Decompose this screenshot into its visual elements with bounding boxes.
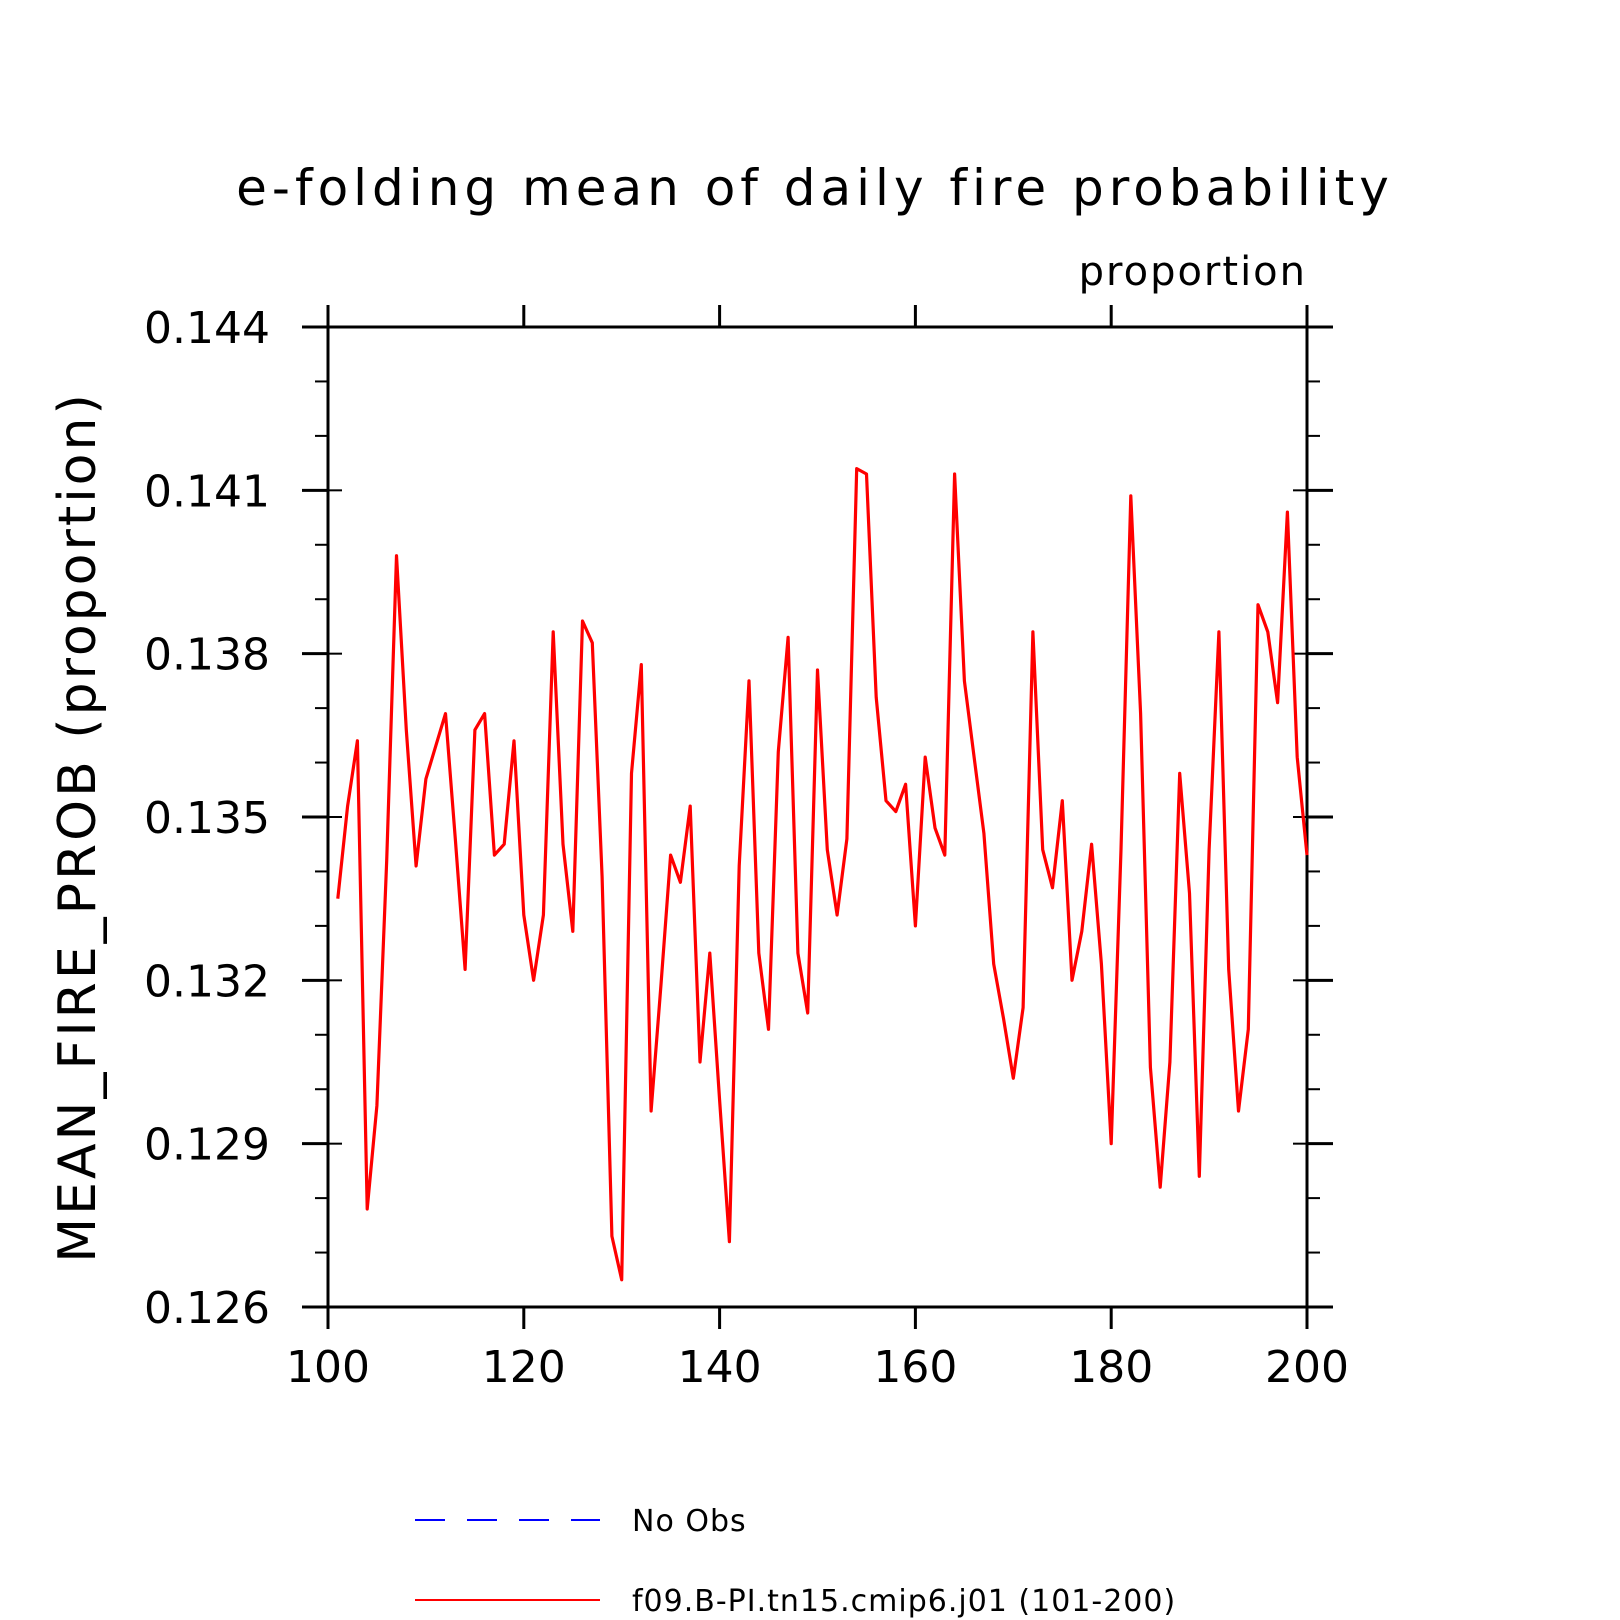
chart-title: e-folding mean of daily fire probability	[236, 159, 1394, 217]
legend-label-1: f09.B-PI.tn15.cmip6.j01 (101-200)	[632, 1584, 1176, 1619]
plot-area: 100 120 140 160 180 200 0.126 0.129 0.132 0.135 0.…	[144, 303, 1349, 1393]
legend-label-0: No Obs	[632, 1504, 747, 1539]
x-tick-label: 120	[482, 1342, 566, 1393]
series-line-0	[336, 467, 1309, 1282]
y-tick-label: 0.135	[144, 793, 270, 844]
x-tick-label: 140	[678, 1342, 762, 1393]
y-tick-label: 0.132	[144, 956, 270, 1007]
units-label: proportion	[1079, 249, 1307, 295]
y-tick-label: 0.141	[144, 466, 270, 517]
legend: No Obs f09.B-PI.tn15.cmip6.j01 (101-200)	[415, 1504, 1176, 1619]
x-tick-label: 200	[1265, 1342, 1349, 1393]
y-tick-label: 0.126	[144, 1283, 270, 1334]
y-tick-label: 0.144	[144, 303, 270, 354]
x-tick-label: 160	[873, 1342, 957, 1393]
x-tick-label: 100	[286, 1342, 370, 1393]
y-tick-label: 0.129	[144, 1120, 270, 1171]
x-tick-label: 180	[1069, 1342, 1153, 1393]
y-axis-label: MEAN_FIRE_PROB (proportion)	[48, 391, 108, 1263]
plot-frame	[326, 325, 1309, 1309]
y-tick-label: 0.138	[144, 630, 270, 681]
